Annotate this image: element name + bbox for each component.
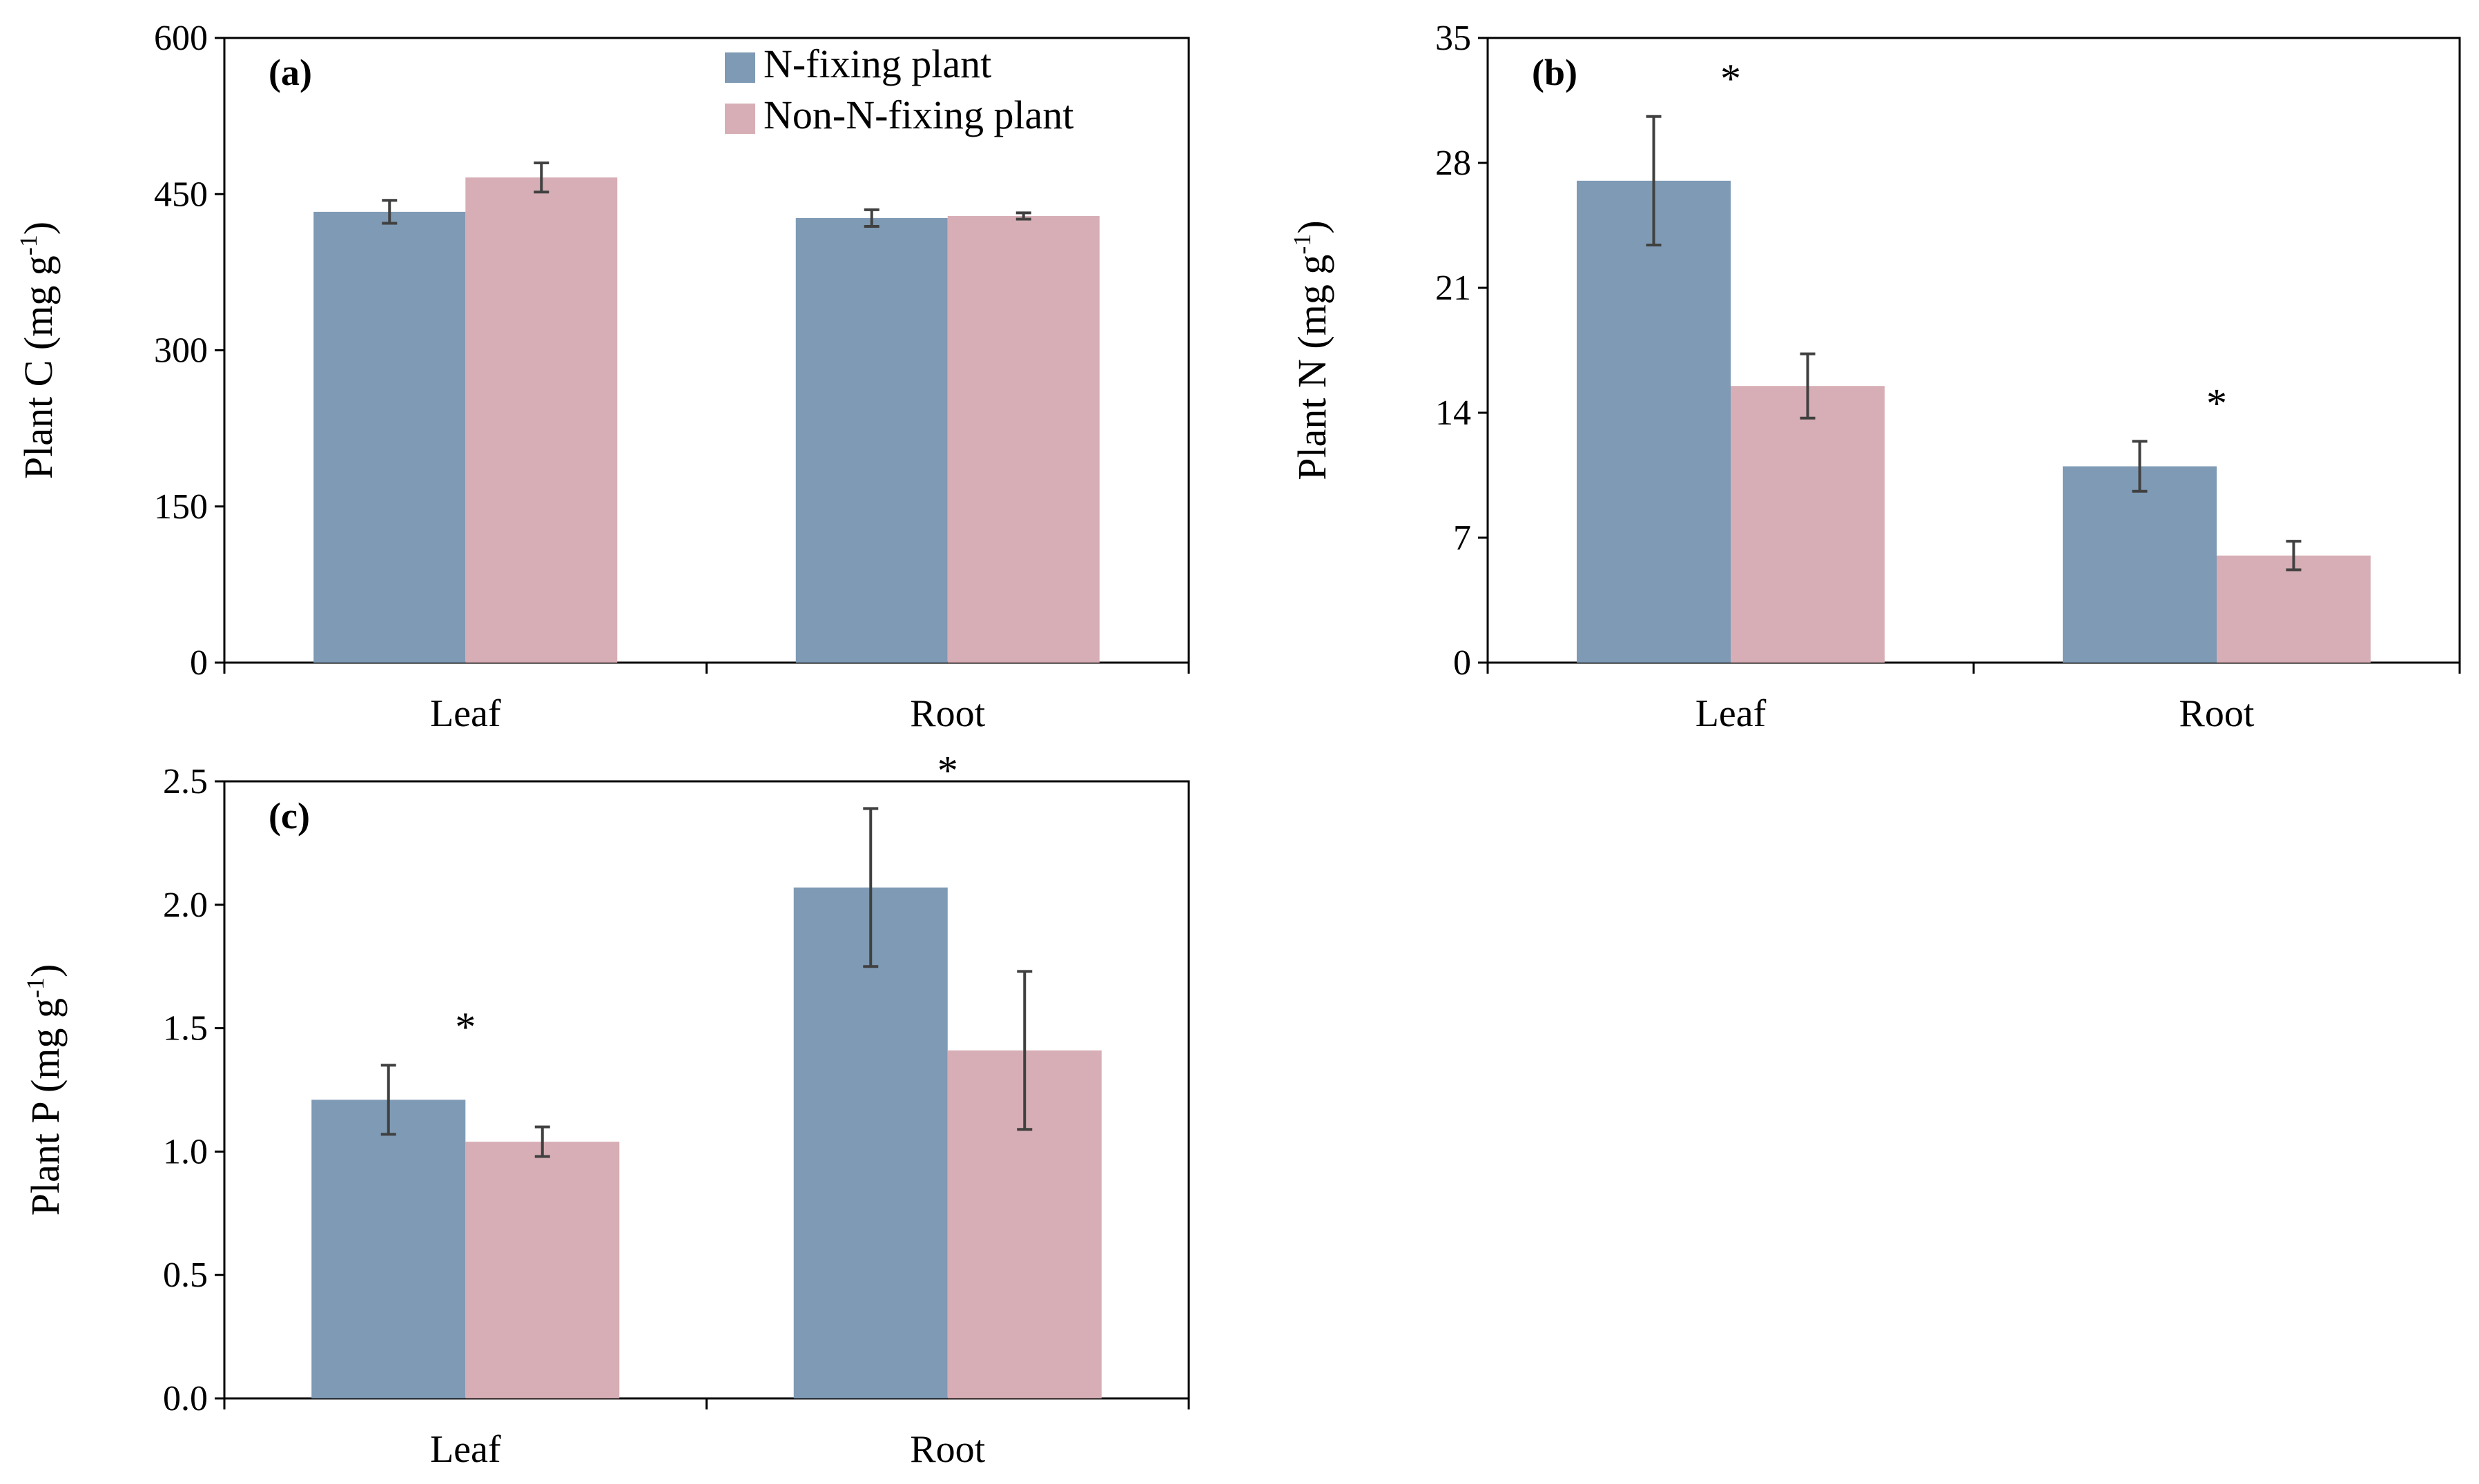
y-tick-label: 150 xyxy=(154,487,208,527)
category-label-root: Root xyxy=(2179,692,2255,735)
bar-non-n-fixing-root xyxy=(2217,555,2371,663)
error-bar xyxy=(863,807,879,968)
legend-label-n-fixing: N-fixing plant xyxy=(764,41,991,86)
error-bar xyxy=(864,208,879,228)
y-tick-label: 0 xyxy=(190,643,208,683)
panel-label: (b) xyxy=(1532,52,1577,93)
bar-n-fixing-leaf xyxy=(1577,180,1731,663)
y-axis-title: Plant N (mg g-1) xyxy=(1288,220,1334,480)
bar-n-fixing-leaf xyxy=(311,1100,466,1398)
chart-panel-b: 0 7 14 21 28 35 * Leaf * Root (b) Plant N (mg g-1) xyxy=(1288,19,2461,735)
legend-label-non-n-fixing: Non-N-fixing plant xyxy=(764,92,1073,137)
y-tick-label: 7 xyxy=(1453,518,1471,558)
significance-mark: * xyxy=(1720,56,1741,101)
legend: N-fixing plant Non-N-fixing plant xyxy=(725,41,1073,137)
legend-swatch-n-fixing xyxy=(725,52,755,83)
y-tick-label: 21 xyxy=(1435,269,1471,308)
category-label-leaf: Leaf xyxy=(430,1428,501,1471)
error-bar xyxy=(1017,970,1033,1131)
error-bar xyxy=(534,1125,550,1158)
bar-non-n-fixing-root xyxy=(947,215,1100,663)
bar-n-fixing-root xyxy=(795,217,948,663)
legend-swatch-non-n-fixing xyxy=(725,104,755,134)
y-tick-label: 300 xyxy=(154,331,208,371)
y-tick-label: 2.5 xyxy=(163,762,208,801)
error-bar xyxy=(2286,540,2302,572)
category-label-leaf: Leaf xyxy=(1695,692,1767,735)
y-tick-label: 0.0 xyxy=(163,1379,208,1418)
significance-mark: * xyxy=(937,748,958,793)
bar-n-fixing-root xyxy=(2063,466,2217,663)
y-axis-title-main: Plant C (mg g xyxy=(16,255,61,479)
error-bar xyxy=(1800,352,1816,420)
category-label-leaf: Leaf xyxy=(430,692,501,735)
bar-non-n-fixing-leaf xyxy=(465,177,618,663)
y-tick-label: 0.5 xyxy=(163,1256,208,1295)
panel-label: (a) xyxy=(269,52,312,93)
category-label-root: Root xyxy=(910,692,985,735)
y-axis-title-superscript: -1 xyxy=(21,977,49,998)
significance-mark: * xyxy=(455,1004,476,1050)
y-axis-title-main: Plant P (mg g xyxy=(23,998,68,1215)
error-bar xyxy=(534,162,550,194)
error-bar xyxy=(380,1064,396,1136)
y-axis-title-superscript: -1 xyxy=(1288,234,1316,255)
category-label-root: Root xyxy=(910,1428,985,1471)
y-tick-label: 35 xyxy=(1435,19,1471,58)
y-axis-title-superscript: -1 xyxy=(14,235,42,255)
error-bar xyxy=(382,199,398,225)
y-tick-label: 0 xyxy=(1453,643,1471,683)
y-tick-label: 1.5 xyxy=(163,1009,208,1048)
bar-n-fixing-leaf xyxy=(313,211,466,663)
y-tick-label: 1.0 xyxy=(163,1132,208,1171)
significance-mark: * xyxy=(2206,380,2227,426)
error-bar xyxy=(1015,211,1031,221)
y-axis-title-close: ) xyxy=(16,222,61,235)
y-axis-title-main: Plant N (mg g xyxy=(1290,255,1334,480)
bar-non-n-fixing-leaf xyxy=(1731,386,1885,663)
panel-label: (c) xyxy=(269,795,310,837)
y-tick-label: 600 xyxy=(154,19,208,58)
y-tick-label: 2.0 xyxy=(163,886,208,925)
y-axis-title: Plant C (mg g-1) xyxy=(14,222,61,479)
bar-n-fixing-root xyxy=(793,887,948,1398)
chart-panel-a: 0 150 300 450 600 Leaf Root (a) Plant C (mg g-1)… xyxy=(14,19,1190,735)
error-bar xyxy=(2132,440,2148,493)
error-bar xyxy=(1646,115,1662,246)
y-tick-label: 28 xyxy=(1435,144,1471,183)
bar-non-n-fixing-leaf xyxy=(465,1142,620,1398)
y-axis-title-close: ) xyxy=(1290,220,1334,233)
y-axis-title-close: ) xyxy=(23,964,68,977)
y-tick-label: 14 xyxy=(1435,393,1471,433)
chart-panel-c: 0.0 0.5 1.0 1.5 2.0 2.5 * Leaf * Root (c) Plant P (… xyxy=(21,748,1190,1471)
y-axis-title: Plant P (mg g-1) xyxy=(21,964,68,1216)
y-tick-label: 450 xyxy=(154,175,208,214)
